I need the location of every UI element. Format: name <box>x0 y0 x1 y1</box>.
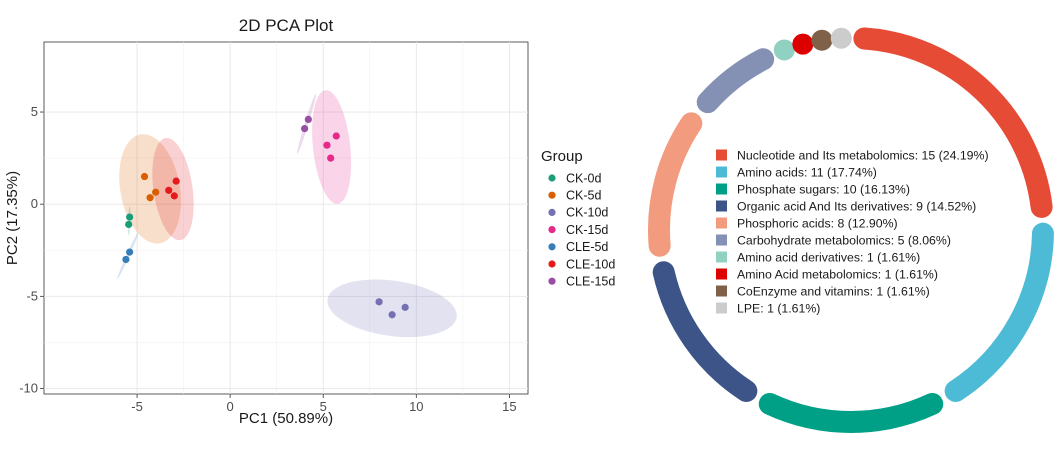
confidence-ellipse-ck-15d <box>312 90 352 204</box>
ring-legend-key-amino-acids <box>716 166 727 178</box>
x-tick-label: 5 <box>320 399 327 414</box>
pca-title: 2D PCA Plot <box>239 16 334 35</box>
ring-legend-label-organic-acid-and-its-derivatives: Organic acid And Its derivatives: 9 (14.… <box>737 200 976 214</box>
legend-label-ck-10d: CK-10d <box>566 206 608 220</box>
pca-tick-labels: -5 0 5 10 15 -10 -5 0 5 <box>19 104 516 414</box>
point-ck-10d <box>375 298 383 306</box>
pca-grid <box>44 42 528 394</box>
pca-ellipses <box>117 90 457 338</box>
point-ck-5d <box>152 188 160 196</box>
ring-legend-label-amino-acid-derivatives: Amino acid derivatives: 1 (1.61%) <box>737 251 920 265</box>
pca-legend-title: Group <box>541 148 583 165</box>
confidence-ellipse-ck-10d <box>327 279 457 338</box>
ring-legend-label-carbohydrate-metabolomics: Carbohydrate metabolomics: 5 (8.06%) <box>737 234 951 248</box>
ring-segment-amino-acid-derivatives <box>773 39 795 61</box>
y-tick-label: -10 <box>19 380 38 395</box>
ring-legend-key-phosphate-sugars <box>716 183 727 195</box>
ring-segment-coenzyme-and-vitamins <box>811 29 833 51</box>
legend-key-ck-5d <box>548 191 556 199</box>
point-cle-5d <box>126 248 134 256</box>
ring-legend-key-nucleotide-and-its-metabolomics <box>716 149 727 161</box>
pca-x-axis-title: PC1 (50.89%) <box>239 410 333 427</box>
legend-key-ck-10d <box>548 208 556 216</box>
y-tick-label: 0 <box>31 196 38 211</box>
ring-legend-key-carbohydrate-metabolomics <box>716 234 727 246</box>
point-ck-15d <box>327 154 335 162</box>
ring-legend-label-amino-acids: Amino acids: 11 (17.74%) <box>737 166 877 180</box>
legend-label-cle-5d: CLE-5d <box>566 240 608 254</box>
confidence-ellipse-cle-5d <box>117 232 139 280</box>
point-cle-10d <box>172 177 180 185</box>
point-ck-5d <box>140 172 149 181</box>
ring-segment-phosphoric-acids <box>648 112 703 257</box>
y-tick-label: -5 <box>26 288 38 303</box>
point-cle-10d <box>170 192 178 200</box>
ring-arcs <box>648 27 1054 433</box>
ring-legend-key-lpe <box>716 302 727 314</box>
ring-segment-organic-acid-and-its-derivatives <box>652 261 758 402</box>
point-ck-10d <box>388 311 396 319</box>
point-ck-0d <box>125 220 133 229</box>
legend-label-ck-5d: CK-5d <box>566 189 601 203</box>
pca-points <box>122 115 409 319</box>
legend-key-cle-5d <box>548 243 556 251</box>
pca-y-axis-title: PC2 (17.35%) <box>4 171 21 265</box>
ring-legend-key-amino-acid-derivatives <box>716 251 727 263</box>
point-ck-15d <box>332 132 340 140</box>
confidence-ellipse-ck-5d <box>119 134 181 244</box>
legend-label-cle-15d: CLE-15d <box>566 275 615 289</box>
ring-segment-amino-acid-metabolomics <box>792 33 814 55</box>
pca-panel-border <box>43 41 529 395</box>
class-ring-chart: Nucleotide and Its metabolomics: 15 (24.… <box>648 27 1054 433</box>
point-ck-10d <box>401 303 409 311</box>
ring-segment-phosphate-sugars <box>758 392 944 433</box>
ring-legend-label-phosphoric-acids: Phosphoric acids: 8 (12.90%) <box>737 217 898 231</box>
ring-segment-carbohydrate-metabolomics <box>696 48 775 114</box>
pca-plot: 2D PCA Plot -5 0 5 10 15 -10 -5 0 5 PC1 (50.89%)… <box>4 16 615 427</box>
ring-segment-nucleotide-and-its-metabolomics <box>853 27 1053 218</box>
legend-key-cle-10d <box>548 260 556 268</box>
legend-label-cle-10d: CLE-10d <box>566 257 615 271</box>
point-ck-5d <box>146 194 154 202</box>
ring-segment-amino-acids <box>944 222 1054 402</box>
ring-legend-label-coenzyme-and-vitamins: CoEnzyme and vitamins: 1 (1.61%) <box>737 285 930 299</box>
point-cle-15d <box>304 115 312 124</box>
ring-legend-label-phosphate-sugars: Phosphate sugars: 10 (16.13%) <box>737 183 910 197</box>
x-tick-label: -5 <box>131 399 143 414</box>
x-tick-label: 10 <box>409 399 423 414</box>
ring-legend-label-lpe: LPE: 1 (1.61%) <box>737 302 820 316</box>
ring-segment-lpe <box>830 27 852 49</box>
ring-legend-key-organic-acid-and-its-derivatives <box>716 200 727 212</box>
legend-label-ck-15d: CK-15d <box>566 223 608 237</box>
x-tick-label: 0 <box>227 399 234 414</box>
confidence-ellipse-ck-0d <box>127 206 131 236</box>
pca-legend: Group CK-0d CK-5d CK-10d CK-15d CLE-5d CLE-10… <box>541 148 615 289</box>
ring-legend-key-phosphoric-acids <box>716 217 727 229</box>
confidence-ellipse-cle-15d <box>297 94 316 154</box>
point-ck-15d <box>323 141 331 149</box>
point-cle-15d <box>301 125 309 133</box>
ring-legend: Nucleotide and Its metabolomics: 15 (24.… <box>716 149 989 316</box>
ring-legend-label-nucleotide-and-its-metabolomics: Nucleotide and Its metabolomics: 15 (24.… <box>737 149 989 163</box>
point-ck-0d <box>126 213 134 221</box>
x-tick-label: 15 <box>502 399 516 414</box>
legend-key-ck-15d <box>548 226 556 234</box>
y-tick-label: 5 <box>31 104 38 119</box>
point-cle-5d <box>122 255 130 264</box>
point-cle-10d <box>165 186 173 194</box>
ring-legend-key-coenzyme-and-vitamins <box>716 285 727 297</box>
confidence-ellipse-cle-10d <box>152 137 194 241</box>
ring-legend-key-amino-acid-metabolomics <box>716 268 727 280</box>
legend-key-ck-0d <box>548 174 556 182</box>
ring-legend-label-amino-acid-metabolomics: Amino Acid metabolomics: 1 (1.61%) <box>737 268 938 282</box>
legend-key-cle-15d <box>548 277 556 285</box>
legend-label-ck-0d: CK-0d <box>566 171 601 185</box>
